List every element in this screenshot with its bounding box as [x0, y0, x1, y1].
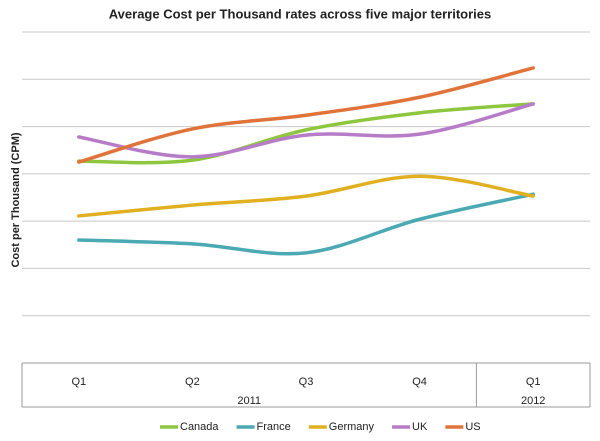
- series-line: [77, 102, 535, 159]
- x-tick-label: Q1: [526, 376, 541, 388]
- x-tick-label: Q3: [299, 376, 314, 388]
- legend-label: Canada: [180, 421, 219, 433]
- legend-label: France: [257, 421, 291, 433]
- series-line: [77, 174, 535, 218]
- x-tick-label: Q2: [185, 376, 200, 388]
- series-line: [77, 102, 535, 165]
- x-group-label: 2012: [521, 395, 545, 407]
- x-tick-label: Q1: [71, 376, 86, 388]
- chart-title: Average Cost per Thousand rates across f…: [109, 6, 491, 21]
- series-line: [77, 66, 535, 164]
- series-line: [77, 192, 535, 256]
- legend-label: UK: [412, 421, 428, 433]
- legend-label: US: [465, 421, 480, 433]
- legend-label: Germany: [329, 421, 375, 433]
- x-group-label: 2011: [237, 395, 261, 407]
- y-axis-label: Cost per Thousand (CPM): [10, 132, 22, 267]
- x-tick-label: Q4: [412, 376, 427, 388]
